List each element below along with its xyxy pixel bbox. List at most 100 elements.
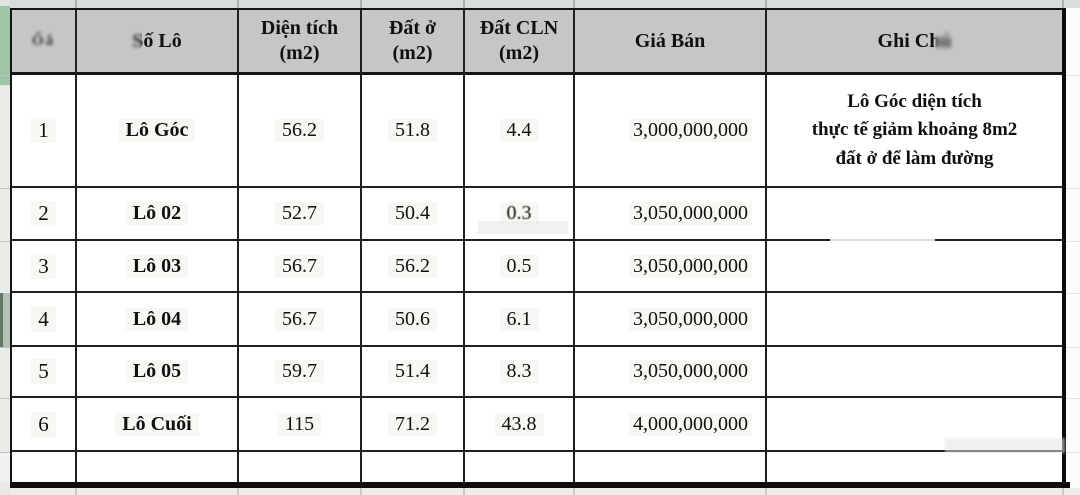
cell-value: 4.4: [499, 119, 539, 142]
cell-value: 56.7: [275, 254, 324, 278]
cell-dat-cln: 43.8: [465, 398, 575, 452]
cell-value: 3,050,000,000: [629, 254, 752, 278]
cell-stt: 2: [12, 188, 77, 241]
gridline: [1066, 452, 1080, 453]
strip-segment: [0, 0, 10, 6]
cell-so-lo: Lô 04: [77, 293, 239, 347]
gridline: [1066, 241, 1080, 242]
gridline: [573, 488, 575, 495]
gridline: [75, 488, 77, 495]
cell-so-lo: Lô Cuối: [77, 398, 239, 452]
cell-dien-tich: 56.7: [239, 293, 362, 347]
cell-value: 0.3: [499, 202, 539, 225]
cell-stt: 4: [12, 293, 77, 347]
sheet-right-margin-strip: [1066, 8, 1080, 495]
cell-value: 3,000,000,000: [629, 119, 752, 142]
cell-dien-tich: 52.7: [239, 188, 362, 241]
gridline: [360, 488, 362, 495]
cell-value: Lô 05: [125, 360, 189, 383]
sheet-left-margin-strip: [0, 0, 10, 495]
cell-value: 4: [31, 306, 56, 332]
gridline: [573, 0, 575, 8]
cell-dat-cln: 0.3: [465, 188, 575, 241]
header-gia-ban: Giá Bán: [575, 10, 767, 75]
gridline: [463, 488, 465, 495]
cell-so-lo: [77, 452, 239, 482]
gridline: [1062, 0, 1064, 8]
cell-value: 51.4: [388, 360, 437, 383]
header-label: Ghi Chú: [877, 29, 952, 52]
gridline: [0, 452, 10, 453]
cell-dien-tich: 56.2: [239, 75, 362, 188]
cell-dat-cln: 6.1: [465, 293, 575, 347]
sheet-bottom-margin-strip: [10, 488, 1080, 495]
cell-value: 56.2: [388, 254, 437, 278]
cell-value: Lô Góc: [118, 119, 196, 142]
gridline: [237, 0, 239, 8]
cell-dien-tich: 59.7: [239, 347, 362, 398]
cell-dien-tich: 115: [239, 398, 362, 452]
cell-so-lo: Lô 05: [77, 347, 239, 398]
header-label: Đất ở (m2): [388, 17, 437, 64]
cell-stt: [12, 452, 77, 482]
strip-segment-dark-green: [0, 293, 10, 347]
cell-gia-ban: 4,000,000,000: [575, 398, 767, 452]
cell-value: Lô 03: [125, 254, 189, 278]
cell-stt: 5: [12, 347, 77, 398]
gridline: [1066, 293, 1080, 294]
table-thick-bottom-border: [10, 482, 1070, 488]
header-label: Đất CLN (m2): [479, 17, 559, 64]
cell-gia-ban: [575, 452, 767, 482]
header-dat-o: Đất ở (m2): [362, 10, 465, 75]
sheet-top-margin-strip: [10, 0, 1080, 8]
header-ghi-chu: Ghi Chú: [767, 10, 1062, 75]
cell-dat-o: 50.6: [362, 293, 465, 347]
cell-value: 51.8: [388, 119, 437, 142]
gridline: [1066, 188, 1080, 189]
cell-value: 0.5: [499, 254, 539, 278]
cell-gia-ban: 3,050,000,000: [575, 293, 767, 347]
cell-gia-ban: 3,000,000,000: [575, 75, 767, 188]
gridline: [765, 0, 767, 8]
cell-dien-tich: 56.7: [239, 241, 362, 293]
cell-ghi-chu: [767, 452, 1062, 482]
cell-value: 3: [31, 253, 56, 279]
cell-so-lo: Lô Góc: [77, 75, 239, 188]
strip-segment: [0, 452, 10, 482]
cell-dat-o: 50.4: [362, 188, 465, 241]
cell-value: 3,050,000,000: [629, 307, 752, 331]
cell-stt: 1: [12, 75, 77, 188]
header-dat-cln: Đất CLN (m2): [465, 10, 575, 75]
cell-dat-cln: 0.5: [465, 241, 575, 293]
cell-ghi-chu: [767, 398, 1062, 452]
gridline: [0, 398, 10, 399]
cell-gia-ban: 3,050,000,000: [575, 241, 767, 293]
gridline: [1066, 398, 1080, 399]
cell-ghi-chu: [767, 188, 1062, 241]
gridline: [0, 347, 10, 348]
cell-value: 1: [31, 118, 56, 143]
cell-dat-cln: 4.4: [465, 75, 575, 188]
cell-value: 3,050,000,000: [629, 202, 752, 225]
cell-value: 56.7: [275, 307, 324, 331]
strip-segment: [0, 482, 10, 495]
header-label: Giá Bán: [634, 29, 706, 52]
cell-value: Lô Góc diện tích thực tế giảm khoảng 8m2…: [811, 90, 1018, 169]
header-label: Số Lô: [132, 29, 182, 52]
cell-value: 2: [31, 201, 56, 226]
cell-so-lo: Lô 03: [77, 241, 239, 293]
cell-stt: 3: [12, 241, 77, 293]
cell-so-lo: Lô 02: [77, 188, 239, 241]
cell-ghi-chu: [767, 347, 1062, 398]
cell-value: Lô Cuối: [115, 412, 199, 436]
gridline: [75, 0, 77, 8]
gridline: [463, 0, 465, 8]
cell-ghi-chu: [767, 293, 1062, 347]
cell-dat-cln: [465, 452, 575, 482]
gridline: [765, 488, 767, 495]
cell-value: 43.8: [494, 412, 544, 436]
cell-gia-ban: 3,050,000,000: [575, 188, 767, 241]
cell-ghi-chu: Lô Góc diện tích thực tế giảm khoảng 8m2…: [767, 75, 1062, 188]
cell-value: 3,050,000,000: [629, 360, 752, 383]
strip-segment-green: [0, 6, 10, 85]
